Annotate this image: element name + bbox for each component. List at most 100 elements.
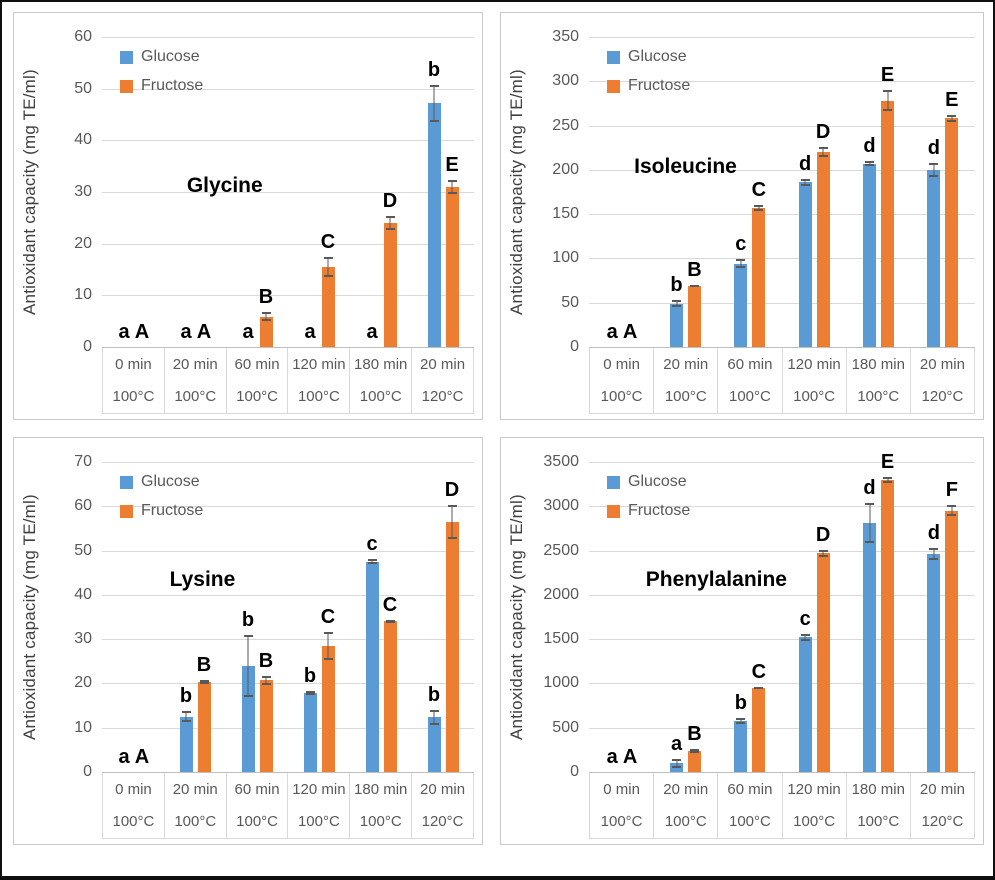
legend-label: Fructose bbox=[141, 77, 204, 94]
x-axis-line bbox=[102, 772, 474, 773]
significance-letter: c bbox=[735, 233, 747, 256]
y-tick-label: 30 bbox=[74, 183, 92, 200]
significance-letter: d bbox=[799, 152, 812, 175]
gridline bbox=[102, 683, 474, 684]
significance-letter: d bbox=[863, 135, 876, 157]
category-cell: 0 min 100°C bbox=[589, 773, 653, 838]
error-bar-cap-top bbox=[199, 680, 209, 683]
significance-letter: E bbox=[445, 154, 459, 177]
error-bar-cap-bottom bbox=[305, 693, 315, 696]
legend-marker-icon bbox=[120, 50, 133, 64]
error-bar-cap-bottom bbox=[865, 541, 874, 544]
category-time-label: 60 min bbox=[727, 356, 773, 373]
y-tick-label: 2500 bbox=[543, 542, 579, 559]
y-tick-label: 1500 bbox=[543, 630, 579, 647]
bar-fructose bbox=[752, 207, 766, 347]
error-bar-cap-bottom bbox=[929, 174, 939, 177]
legend-label: Glucose bbox=[141, 48, 200, 65]
error-bar-stem bbox=[309, 690, 311, 696]
error-bar-cap-top bbox=[429, 709, 439, 712]
error-bar-cap-bottom bbox=[181, 719, 191, 722]
category-temp-label: 100°C bbox=[729, 388, 771, 405]
bar-glucose bbox=[179, 716, 193, 772]
category-axis: 0 min 100°C 20 min 100°C 60 min 100°C 120 min 1… bbox=[589, 348, 976, 414]
legend: Glucose Fructose bbox=[120, 49, 203, 107]
error-bar bbox=[947, 505, 957, 517]
y-tick-label: 40 bbox=[74, 131, 92, 148]
error-bar-cap-bottom bbox=[429, 119, 439, 122]
error-bar-cap-top bbox=[323, 631, 333, 634]
category-temp-label: 100°C bbox=[359, 388, 402, 405]
error-bar bbox=[447, 180, 457, 194]
chart-title: Phenylalanine bbox=[645, 567, 787, 591]
gridline bbox=[589, 214, 975, 215]
gridline bbox=[102, 551, 474, 552]
significance-letter: B bbox=[687, 259, 702, 281]
error-bar bbox=[367, 558, 377, 565]
bar-glucose bbox=[734, 263, 748, 347]
legend-marker-icon bbox=[120, 79, 133, 93]
gridline bbox=[102, 295, 474, 296]
category-time-label: 120 min bbox=[787, 781, 841, 798]
error-bar-cap-top bbox=[672, 300, 681, 303]
error-bar-cap-bottom bbox=[243, 694, 253, 697]
error-bar-cap-bottom bbox=[261, 318, 271, 321]
error-bar-stem bbox=[371, 558, 373, 565]
error-bar-cap-bottom bbox=[447, 191, 457, 194]
category-time-label: 180 min bbox=[851, 781, 905, 798]
significance-letter: B bbox=[196, 654, 212, 677]
category-time-label: 120 min bbox=[292, 781, 346, 798]
error-bar-cap-bottom bbox=[754, 686, 764, 689]
y-tick-label: 3500 bbox=[543, 453, 579, 470]
error-bar bbox=[754, 686, 764, 689]
error-bar-cap-top bbox=[261, 312, 271, 315]
category-time-label: 60 min bbox=[727, 781, 773, 798]
error-bar-cap-bottom bbox=[385, 228, 395, 231]
category-cell: 120 min 100°C bbox=[781, 348, 846, 413]
error-bar-cap-top bbox=[947, 505, 957, 508]
bar-fructose bbox=[259, 316, 273, 347]
error-bar-cap-bottom bbox=[690, 750, 699, 753]
error-bar-cap-top bbox=[323, 256, 333, 259]
significance-letter: b bbox=[241, 608, 255, 631]
chart-title: Glycine bbox=[186, 173, 263, 197]
bar-fructose bbox=[945, 510, 959, 772]
error-bar-cap-bottom bbox=[754, 208, 764, 211]
category-cell: 20 min 100°C bbox=[653, 348, 717, 413]
bar-glucose bbox=[427, 717, 441, 772]
significance-letter: C bbox=[751, 660, 767, 683]
error-bar-cap-bottom bbox=[261, 682, 271, 685]
y-tick-label: 0 bbox=[83, 338, 92, 355]
category-time-label: 0 min bbox=[115, 356, 152, 373]
significance-letter: a bbox=[366, 321, 378, 343]
significance-letter: C bbox=[320, 605, 336, 628]
error-bar-stem bbox=[185, 711, 187, 722]
error-bar bbox=[736, 717, 746, 724]
error-bar-cap-bottom bbox=[818, 554, 828, 557]
gridline bbox=[102, 37, 474, 38]
y-tick-label: 50 bbox=[561, 294, 579, 311]
significance-letter: D bbox=[815, 523, 831, 546]
error-bar bbox=[429, 84, 439, 122]
error-bar-stem bbox=[822, 549, 824, 557]
error-bar-stem bbox=[887, 90, 888, 112]
category-time-label: 180 min bbox=[354, 356, 408, 373]
error-bar-stem bbox=[951, 505, 953, 517]
category-time-label: 20 min bbox=[919, 781, 965, 798]
legend-marker-icon bbox=[120, 475, 133, 489]
significance-letter: b bbox=[303, 664, 317, 687]
significance-letter: c bbox=[799, 607, 811, 630]
legend: Glucose Fructose bbox=[120, 474, 203, 532]
error-bar bbox=[385, 215, 395, 231]
bar-fructose bbox=[321, 266, 335, 347]
error-bar-stem bbox=[887, 476, 888, 483]
gridline bbox=[102, 244, 474, 245]
category-cell: 180 min 100°C bbox=[349, 348, 411, 413]
significance-letter: a bbox=[180, 321, 192, 343]
y-tick-label: 350 bbox=[552, 28, 579, 45]
significance-letter: b bbox=[427, 683, 441, 706]
y-tick-label: 200 bbox=[552, 161, 579, 178]
significance-letter: A bbox=[622, 746, 638, 768]
bar-glucose bbox=[863, 523, 876, 772]
error-bar-cap-top bbox=[865, 161, 874, 163]
